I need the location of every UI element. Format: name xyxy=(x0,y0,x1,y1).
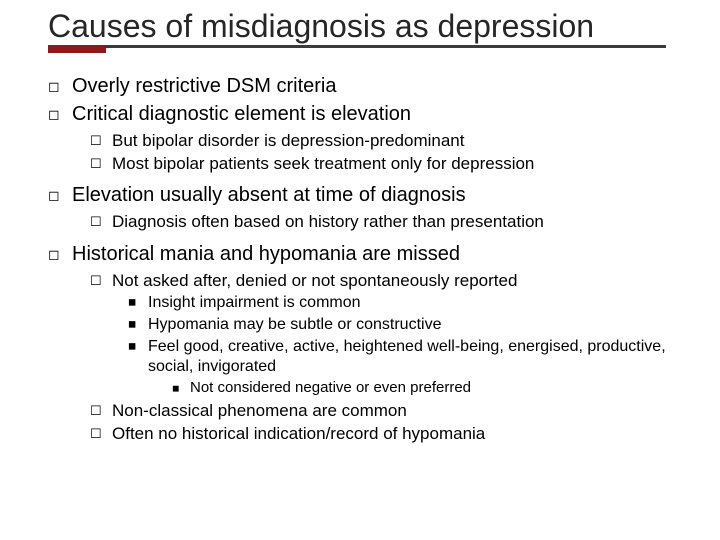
list-item: ◼ Feel good, creative, active, heightene… xyxy=(128,337,680,377)
bullet-filled-square-icon: ◼ xyxy=(128,337,148,354)
item-text: Insight impairment is common xyxy=(148,293,361,313)
bullet-open-square-icon: ◻ xyxy=(48,242,72,264)
bullet-open-square-icon: ☐ xyxy=(90,153,112,172)
item-text: Hypomania may be subtle or constructive xyxy=(148,315,441,335)
bullet-open-square-icon: ☐ xyxy=(90,423,112,442)
list-item: ◼ Hypomania may be subtle or constructiv… xyxy=(128,315,680,335)
bullet-filled-square-icon: ◼ xyxy=(128,315,148,332)
list-item: ☐ Often no historical indication/record … xyxy=(90,423,680,444)
bullet-open-square-icon: ◻ xyxy=(48,102,72,124)
item-text: Not considered negative or even preferre… xyxy=(190,379,471,398)
item-text: Not asked after, denied or not spontaneo… xyxy=(112,270,517,291)
list-item: ◻ Historical mania and hypomania are mis… xyxy=(48,242,680,267)
list-item: ◼ Not considered negative or even prefer… xyxy=(172,379,680,398)
item-text: Elevation usually absent at time of diag… xyxy=(72,183,466,208)
item-text: Non-classical phenomena are common xyxy=(112,400,407,421)
bullet-open-square-icon: ☐ xyxy=(90,211,112,230)
title-block: Causes of misdiagnosis as depression xyxy=(0,0,720,57)
item-text: Historical mania and hypomania are misse… xyxy=(72,242,460,267)
list-item: ☐ But bipolar disorder is depression-pre… xyxy=(90,130,680,151)
bullet-open-square-icon: ☐ xyxy=(90,400,112,419)
item-text: Diagnosis often based on history rather … xyxy=(112,211,544,232)
list-item: ☐ Non-classical phenomena are common xyxy=(90,400,680,421)
item-text: Often no historical indication/record of… xyxy=(112,423,485,444)
bullet-open-square-icon: ☐ xyxy=(90,130,112,149)
slide-title: Causes of misdiagnosis as depression xyxy=(48,8,720,45)
bullet-filled-square-icon: ◼ xyxy=(172,379,190,394)
list-item: ☐ Not asked after, denied or not spontan… xyxy=(90,270,680,291)
item-text: Feel good, creative, active, heightened … xyxy=(148,337,680,377)
underline-rule xyxy=(106,45,666,48)
bullet-open-square-icon: ☐ xyxy=(90,270,112,289)
list-item: ☐ Diagnosis often based on history rathe… xyxy=(90,211,680,232)
list-item: ◼ Insight impairment is common xyxy=(128,293,680,313)
content-area: ◻ Overly restrictive DSM criteria ◻ Crit… xyxy=(0,57,720,444)
title-underline xyxy=(48,45,720,53)
bullet-open-square-icon: ◻ xyxy=(48,74,72,96)
underline-accent xyxy=(48,45,106,53)
item-text: Most bipolar patients seek treatment onl… xyxy=(112,153,534,174)
bullet-filled-square-icon: ◼ xyxy=(128,293,148,310)
list-item: ◻ Critical diagnostic element is elevati… xyxy=(48,102,680,127)
item-text: Overly restrictive DSM criteria xyxy=(72,74,336,99)
item-text: But bipolar disorder is depression-predo… xyxy=(112,130,464,151)
list-item: ☐ Most bipolar patients seek treatment o… xyxy=(90,153,680,174)
bullet-open-square-icon: ◻ xyxy=(48,183,72,205)
item-text: Critical diagnostic element is elevation xyxy=(72,102,411,127)
list-item: ◻ Overly restrictive DSM criteria xyxy=(48,74,680,99)
list-item: ◻ Elevation usually absent at time of di… xyxy=(48,183,680,208)
